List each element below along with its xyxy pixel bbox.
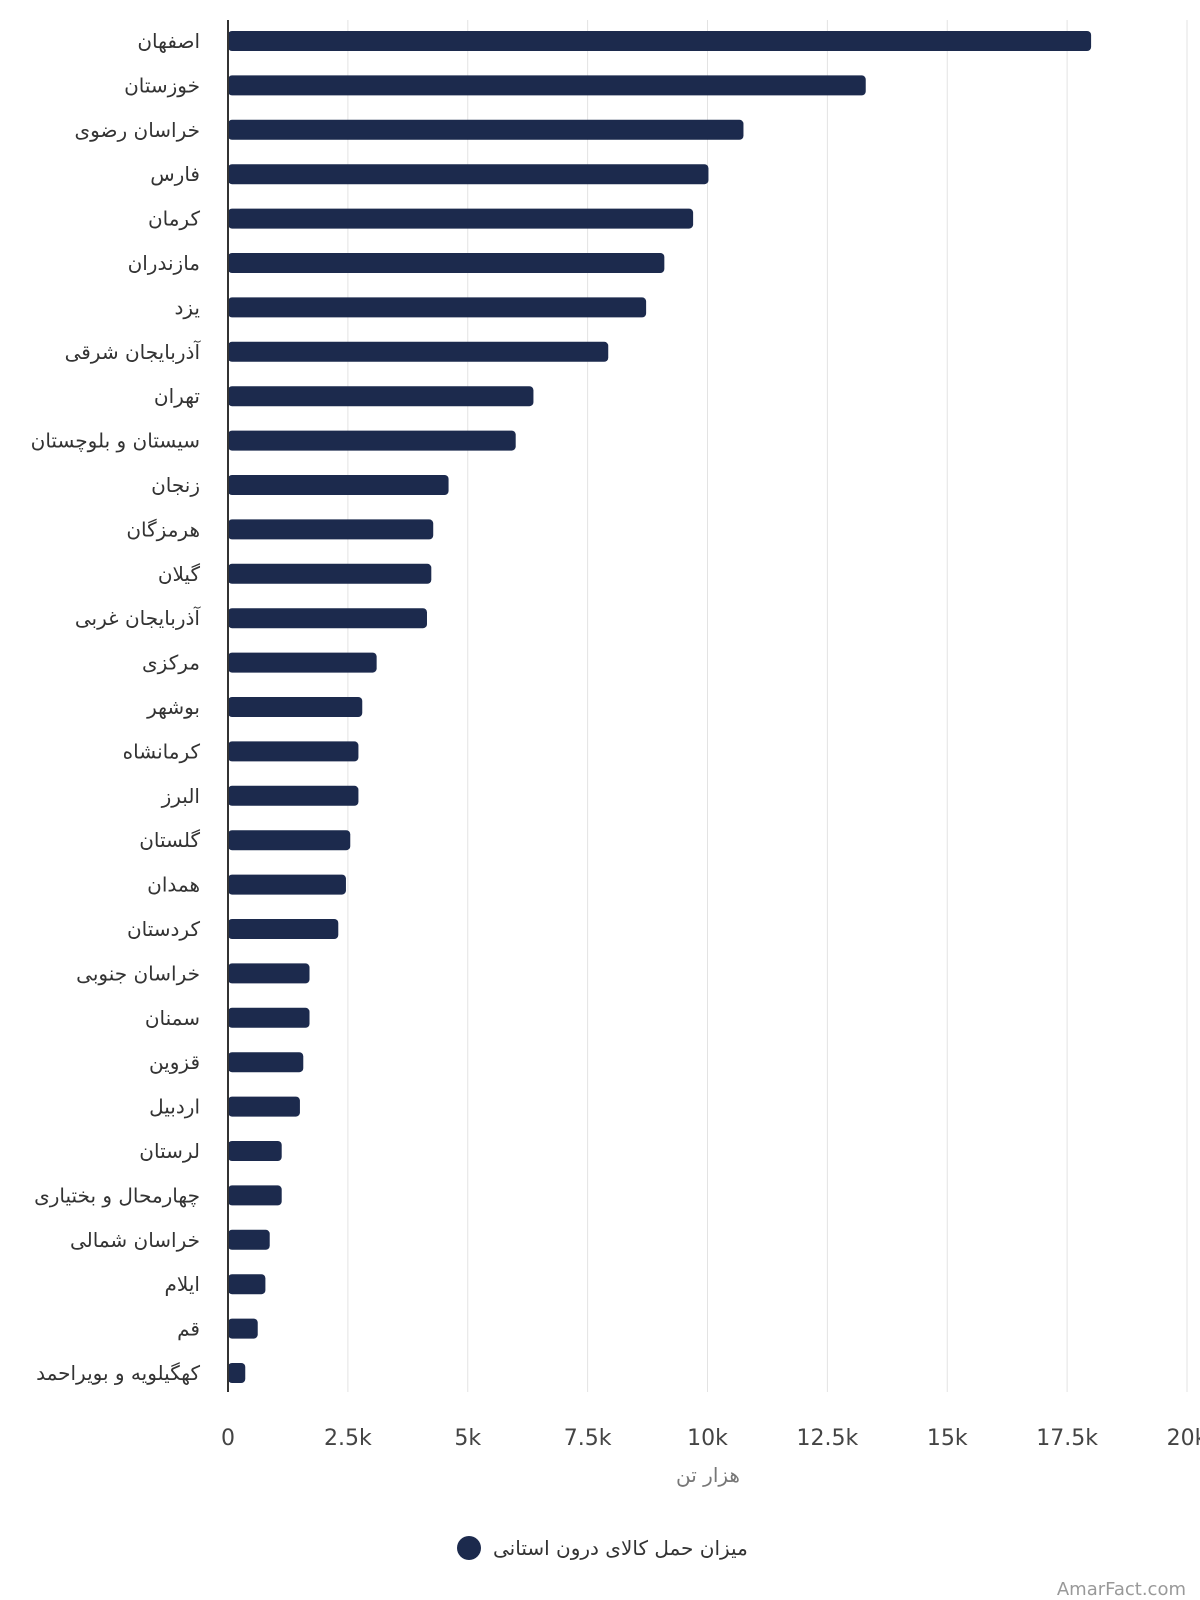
category-label: البرز	[161, 784, 200, 808]
bar	[228, 1141, 282, 1161]
category-label: آذربایجان شرقی	[65, 339, 202, 364]
bar	[228, 1229, 270, 1250]
bar	[228, 208, 694, 229]
category-label: زنجان	[151, 473, 200, 497]
bar	[228, 475, 449, 495]
bar	[228, 741, 359, 762]
category-label: کردستان	[127, 917, 201, 941]
bar	[228, 1096, 300, 1117]
grid-lines	[347, 20, 1188, 1392]
bar	[228, 430, 516, 451]
category-label: گلستان	[139, 828, 200, 852]
bar	[228, 785, 359, 806]
x-tick-label: 0	[221, 1426, 235, 1451]
category-label: کهگیلویه و بویراحمد	[36, 1361, 200, 1385]
x-tick-labels: 0 2.5k 5k 7.5k 10k 12.5k 15k 17.5k 20k	[221, 1426, 1200, 1451]
bar	[228, 963, 310, 984]
bar	[228, 519, 434, 540]
category-label: چهارمحال و بختیاری	[34, 1183, 200, 1207]
category-label: خراسان جنوبی	[76, 961, 200, 985]
credit-text[interactable]: AmarFact.com	[1057, 1579, 1186, 1600]
category-label: مرکزی	[142, 651, 200, 675]
bar	[228, 830, 351, 851]
bar	[228, 919, 339, 939]
category-labels: اصفهان خوزستان خراسان رضوی فارس کرمان مازندرا…	[31, 29, 202, 1385]
category-label: خراسان رضوی	[75, 118, 200, 142]
bar	[228, 253, 665, 273]
category-label: آذربایجان غربی	[75, 605, 202, 630]
bar	[228, 874, 346, 895]
category-label: لرستان	[139, 1139, 200, 1163]
category-label: ایلام	[165, 1272, 200, 1296]
x-tick-label: 10k	[687, 1426, 728, 1451]
category-label: هرمزگان	[126, 517, 200, 541]
legend[interactable]: میزان حمل کالای درون استانی	[457, 1536, 748, 1560]
category-label: یزد	[174, 295, 200, 319]
category-label: اصفهان	[137, 29, 200, 53]
category-label: قزوین	[149, 1050, 200, 1074]
bar	[228, 652, 377, 673]
bars	[228, 31, 1092, 1383]
x-tick-label: 20k	[1167, 1426, 1200, 1451]
category-label: کرمانشاه	[123, 739, 201, 763]
category-label: مازندران	[128, 251, 200, 275]
category-label: بوشهر	[146, 695, 200, 719]
category-label: سیستان و بلوچستان	[31, 429, 200, 453]
category-label: فارس	[150, 162, 200, 186]
bar	[228, 608, 427, 629]
legend-marker	[457, 1536, 481, 1560]
bar	[228, 341, 609, 362]
x-axis-title: هزار تن	[676, 1463, 740, 1487]
category-label: تهران	[154, 384, 200, 408]
x-tick-label: 2.5k	[324, 1426, 372, 1451]
category-label: خراسان شمالی	[70, 1228, 200, 1252]
bar	[228, 297, 647, 318]
bar	[228, 386, 534, 407]
bar	[228, 119, 744, 140]
category-label: کرمان	[148, 207, 201, 231]
bar	[228, 563, 432, 584]
x-tick-label: 7.5k	[564, 1426, 612, 1451]
category-label: قم	[177, 1317, 200, 1341]
bar	[228, 1052, 304, 1073]
category-label: همدان	[147, 873, 200, 897]
bar	[228, 75, 866, 96]
category-label: خوزستان	[124, 73, 200, 97]
category-label: گیلان	[158, 562, 201, 586]
x-tick-label: 15k	[927, 1426, 968, 1451]
bar	[228, 31, 1092, 51]
x-tick-label: 12.5k	[797, 1426, 859, 1451]
x-tick-label: 5k	[454, 1426, 481, 1451]
bar	[228, 1185, 282, 1206]
x-tick-label: 17.5k	[1036, 1426, 1098, 1451]
bar	[228, 1363, 246, 1383]
bar	[228, 1007, 310, 1028]
bar	[228, 164, 709, 185]
bar	[228, 697, 363, 717]
bar	[228, 1318, 258, 1339]
bar	[228, 1274, 266, 1295]
category-label: اردبیل	[149, 1095, 200, 1119]
legend-label: میزان حمل کالای درون استانی	[493, 1536, 748, 1560]
category-label: سمنان	[145, 1006, 200, 1030]
